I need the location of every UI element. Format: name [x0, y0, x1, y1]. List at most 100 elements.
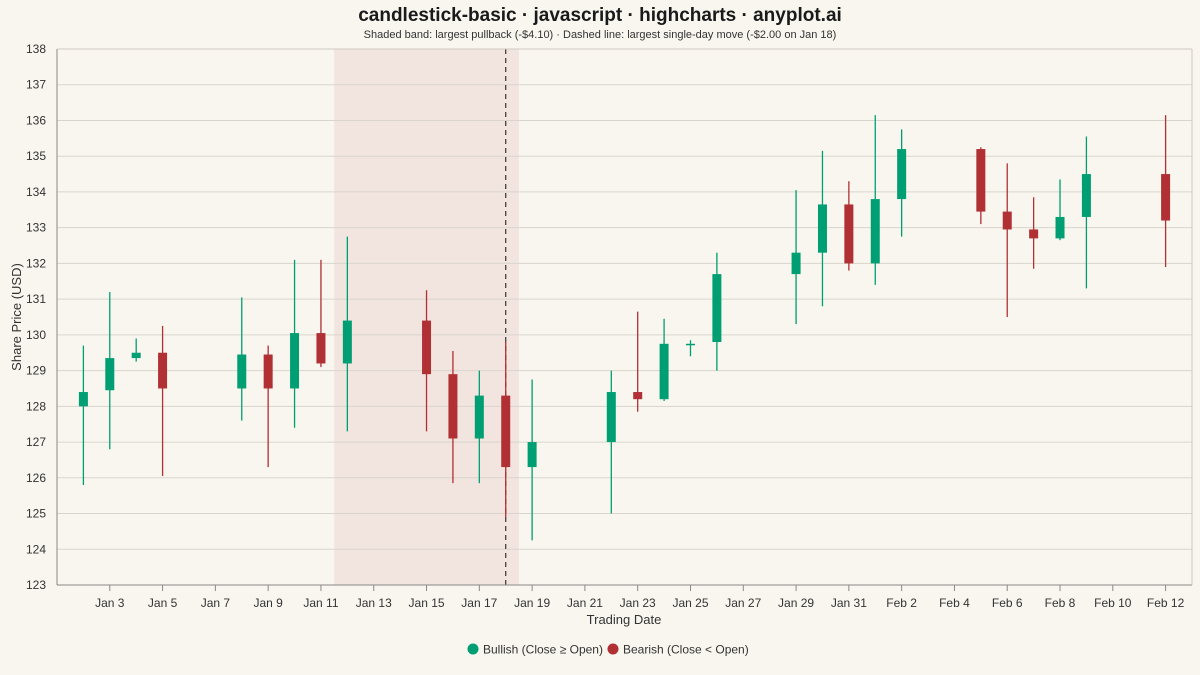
candle-body	[131, 352, 141, 359]
candle-bullish	[105, 291, 115, 450]
x-tick-label: Feb 6	[992, 596, 1023, 610]
x-tick-label: Jan 9	[253, 596, 283, 610]
candle-body	[1029, 229, 1039, 239]
y-tick-label: 130	[26, 328, 46, 342]
y-tick-label: 125	[26, 507, 46, 521]
candle-body	[474, 395, 484, 439]
candle-bullish	[606, 370, 616, 514]
x-tick-label: Jan 25	[672, 596, 708, 610]
x-tick-label: Jan 7	[201, 596, 231, 610]
candle-bullish	[685, 340, 695, 357]
candle-bullish	[897, 129, 907, 237]
candle-bearish	[448, 350, 458, 484]
candle-body	[1002, 211, 1012, 230]
y-tick-label: 135	[26, 149, 46, 163]
candle-bearish	[1161, 115, 1171, 267]
y-tick-label: 134	[26, 185, 46, 199]
candle-body	[263, 354, 273, 389]
candle-bullish	[237, 297, 247, 421]
candle-body	[158, 352, 168, 389]
candle-bearish	[316, 259, 326, 368]
candle-bullish	[791, 190, 801, 325]
candle-bearish	[844, 181, 854, 271]
x-tick-label: Jan 17	[461, 596, 497, 610]
candle-body	[316, 333, 326, 364]
candle-body	[1081, 174, 1091, 217]
candle-body	[237, 354, 247, 389]
x-axis-title: Trading Date	[587, 612, 662, 627]
x-tick-label: Feb 12	[1147, 596, 1185, 610]
axis-layer: 123 124 125 126 127 128 129 130 131 132 133 134 135 1…	[26, 42, 1193, 610]
x-tick-label: Jan 15	[409, 596, 445, 610]
x-tick-label: Feb 8	[1045, 596, 1076, 610]
y-tick-label: 129	[26, 364, 46, 378]
candle-body	[290, 333, 300, 389]
candle-bullish	[1055, 179, 1065, 241]
chart-title: candlestick-basic · javascript · highcha…	[358, 5, 842, 26]
legend-marker-bullish	[467, 643, 479, 655]
candle-body	[791, 252, 801, 275]
candle-bullish	[712, 252, 722, 371]
plot-area	[57, 49, 1192, 585]
candle-body	[1055, 216, 1065, 239]
candle-bearish	[633, 311, 643, 412]
x-tick-label: Feb 2	[886, 596, 917, 610]
candle-body	[78, 392, 88, 407]
candle-bullish	[870, 115, 880, 285]
x-tick-label: Jan 3	[95, 596, 125, 610]
y-tick-label: 124	[26, 542, 46, 556]
candle-bearish	[501, 342, 511, 518]
candle-body	[422, 320, 432, 375]
candle-bullish	[659, 318, 669, 401]
candle-body	[712, 274, 722, 343]
legend-label-bearish: Bearish (Close < Open)	[623, 643, 749, 657]
x-tick-label: Feb 4	[939, 596, 970, 610]
y-tick-label: 136	[26, 113, 46, 127]
y-tick-label: 126	[26, 471, 46, 485]
candle-body	[976, 149, 986, 212]
candle-body	[817, 204, 827, 253]
chart-subtitle: Shaded band: largest pullback (-$4.10) ·…	[364, 29, 837, 41]
candle-layer	[78, 115, 1171, 541]
candle-bullish	[342, 236, 352, 432]
candle-bearish	[263, 345, 273, 468]
y-tick-label: 133	[26, 221, 46, 235]
candle-bearish	[158, 325, 168, 477]
y-tick-label: 132	[26, 256, 46, 270]
x-tick-label: Jan 5	[148, 596, 178, 610]
legend-label-bullish: Bullish (Close ≥ Open)	[483, 643, 603, 657]
y-tick-label: 138	[26, 42, 46, 56]
candle-bullish	[290, 259, 300, 428]
y-tick-label: 127	[26, 435, 46, 449]
y-axis-title: Share Price (USD)	[9, 263, 24, 371]
legend-marker-bearish	[607, 643, 619, 655]
candle-body	[448, 374, 458, 439]
candle-body	[685, 343, 695, 346]
candle-body	[870, 199, 880, 264]
candle-bearish	[422, 290, 432, 432]
y-tick-label: 128	[26, 399, 46, 413]
candle-body	[659, 343, 669, 400]
x-tick-label: Jan 19	[514, 596, 550, 610]
candle-bearish	[1029, 197, 1039, 269]
candle-bullish	[474, 370, 484, 484]
candle-bullish	[817, 150, 827, 307]
x-tick-label: Jan 31	[831, 596, 867, 610]
candle-body	[527, 442, 537, 468]
candle-body	[897, 149, 907, 200]
candle-bearish	[976, 147, 986, 225]
x-tick-label: Jan 11	[303, 596, 338, 610]
candle-bullish	[78, 345, 88, 485]
legend: Bullish (Close ≥ Open) Bearish (Close < O…	[467, 643, 749, 657]
candle-bullish	[131, 338, 141, 362]
candle-bullish	[527, 379, 537, 541]
x-tick-label: Jan 27	[725, 596, 761, 610]
x-tick-label: Feb 10	[1094, 596, 1132, 610]
candle-body	[606, 392, 616, 443]
x-tick-label: Jan 21	[567, 596, 603, 610]
y-tick-label: 137	[26, 78, 46, 92]
candle-body	[342, 320, 352, 364]
candle-body	[105, 358, 115, 391]
x-tick-label: Jan 13	[356, 596, 392, 610]
